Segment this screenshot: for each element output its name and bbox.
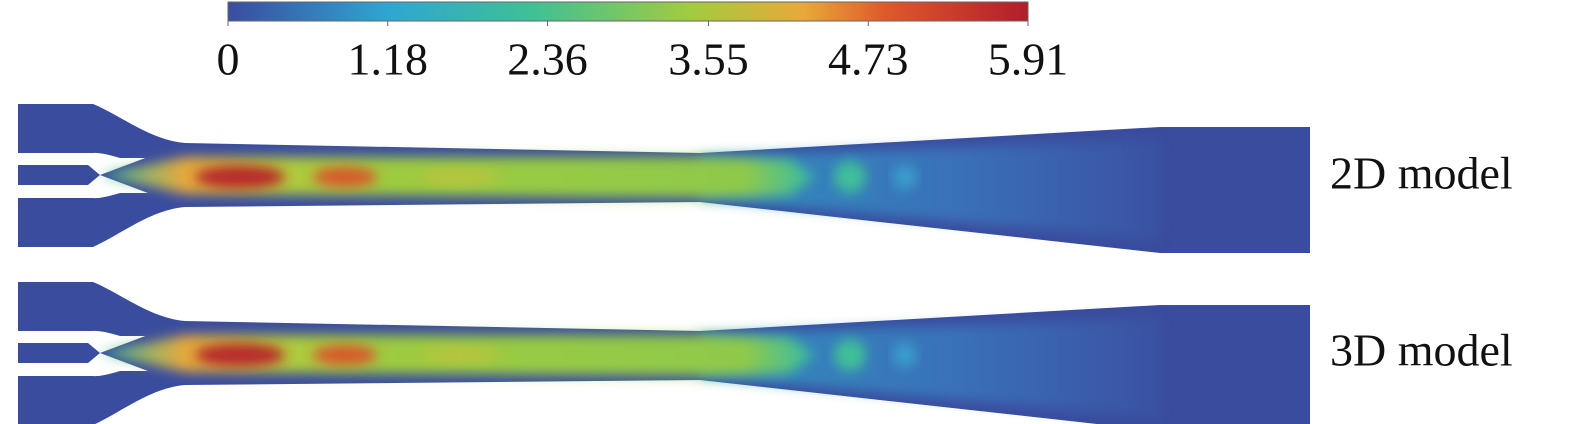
panel-label: 2D model: [1330, 148, 1513, 199]
colorbar-tick-label: 2.36: [507, 34, 588, 85]
colorbar: [227, 1, 1029, 22]
panel-2d: [18, 104, 1310, 253]
colorbar-tick-label: 5.91: [988, 34, 1069, 85]
colorbar-tick-label: 0: [217, 34, 240, 85]
colorbar-tick-label: 1.18: [347, 34, 428, 85]
panel-3d: [18, 282, 1310, 424]
panel-label: 3D model: [1330, 325, 1513, 376]
colorbar-tick-label: 4.73: [828, 34, 909, 85]
colorbar-tick-label: 3.55: [668, 34, 749, 85]
